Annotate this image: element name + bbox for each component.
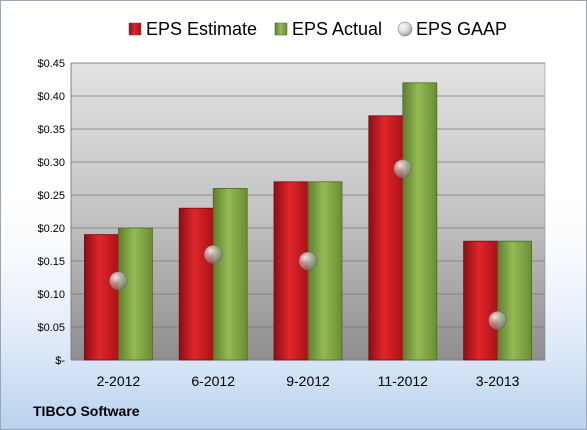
- y-tick-label: $0.10: [37, 289, 65, 301]
- x-tick-label: 11-2012: [378, 373, 429, 389]
- marker-eps-gaap: [488, 311, 507, 330]
- bar-eps-actual: [497, 240, 533, 361]
- bar-eps-estimate: [463, 240, 499, 361]
- y-tick-label: $0.25: [37, 190, 65, 202]
- y-tick-label: $0.20: [37, 223, 65, 235]
- marker-eps-gaap: [203, 245, 223, 264]
- bar-eps-estimate: [273, 181, 309, 361]
- bar-eps-actual: [212, 187, 248, 361]
- y-tick-label: $0.15: [37, 256, 65, 268]
- x-axis: 2-2012 6-2012 9-2012 11-2012 3-2013: [97, 373, 520, 389]
- y-tick-label: $0.35: [37, 124, 65, 136]
- legend-eps-estimate-swatch: [128, 22, 142, 36]
- legend-eps-estimate: EPS Estimate: [146, 19, 257, 39]
- marker-eps-gaap: [109, 271, 128, 291]
- gaap-markers: [109, 159, 507, 330]
- bar-eps-actual: [402, 82, 438, 361]
- legend: EPS Estimate EPS Actual EPS GAAP: [128, 19, 507, 39]
- legend-eps-gaap: EPS GAAP: [416, 19, 507, 39]
- y-tick-label: $0.05: [37, 322, 65, 334]
- bar-eps-estimate: [178, 207, 214, 361]
- legend-eps-gaap-swatch: [397, 21, 413, 37]
- company-label: TIBCO Software: [33, 403, 140, 419]
- y-tick-label: $-: [55, 355, 65, 367]
- legend-eps-actual: EPS Actual: [292, 19, 382, 39]
- y-tick-label: $0.30: [37, 157, 65, 169]
- x-tick-label: 2-2012: [97, 373, 141, 389]
- x-tick-label: 9-2012: [286, 373, 330, 389]
- x-tick-label: 6-2012: [191, 373, 235, 389]
- x-tick-label: 3-2013: [476, 373, 520, 389]
- bar-eps-estimate: [84, 234, 119, 361]
- legend-eps-actual-swatch: [274, 22, 288, 36]
- y-tick-label: $0.45: [37, 58, 65, 70]
- bar-eps-actual: [118, 227, 153, 361]
- bar-eps-actual: [307, 181, 343, 361]
- bar-eps-estimate: [368, 115, 404, 361]
- bars: [84, 82, 533, 361]
- marker-eps-gaap: [393, 159, 413, 178]
- y-tick-label: $0.40: [37, 91, 65, 103]
- marker-eps-gaap: [298, 251, 318, 271]
